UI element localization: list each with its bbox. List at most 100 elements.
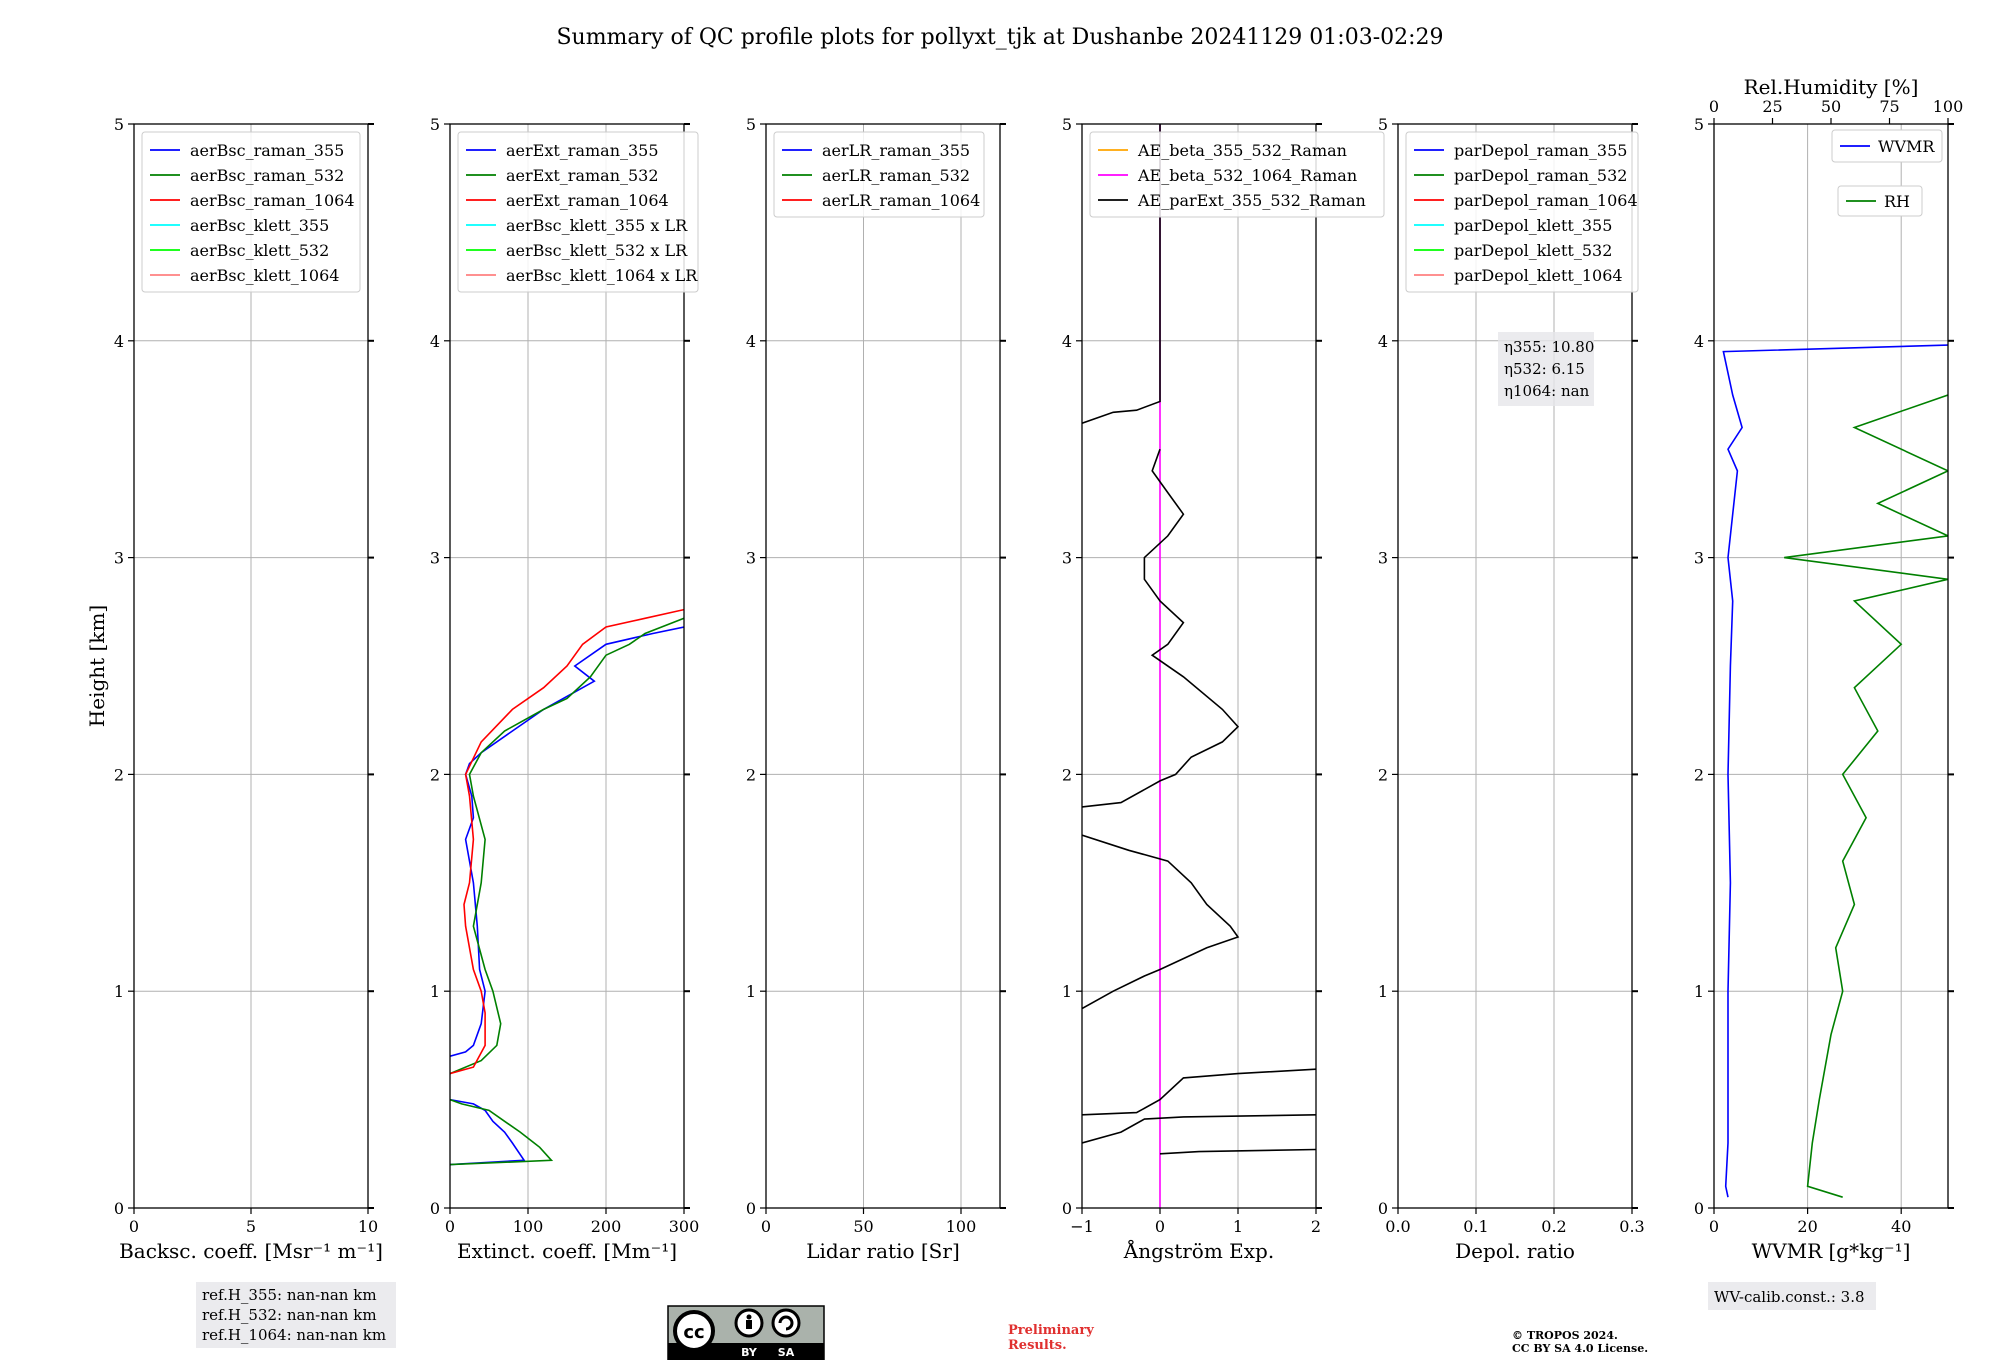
x-tick-label: 10: [358, 1217, 378, 1236]
legend-entry-aerBsc_raman_532: aerBsc_raman_532: [190, 166, 344, 185]
wv-calib-text: WV-calib.const.: 3.8: [1714, 1288, 1865, 1306]
series-line-aerExt_raman_1064: [450, 608, 684, 1075]
legend-entry-aerBsc_klett_1064: aerBsc_klett_1064: [190, 266, 339, 285]
legend-entry-parDepol_klett_1064: parDepol_klett_1064: [1454, 266, 1623, 285]
legend: aerBsc_raman_355 aerBsc_raman_532 aerBsc_r…: [141, 131, 361, 293]
eta-line: η1064: nan: [1504, 382, 1590, 400]
ref-height-1064: ref.H_1064: nan-nan km: [202, 1326, 386, 1344]
panel-lidar_ratio: 0 50 100 0 1 2 3 4 5 Lidar ratio [Sr] aerLR_raman_…: [746, 115, 1006, 1263]
y-tick-label: 0: [1062, 1199, 1072, 1218]
legend-box: [1089, 131, 1385, 218]
wv-calib-box: WV-calib.const.: 3.8: [1708, 1282, 1876, 1310]
legend-entry-aerBsc_klett_355: aerBsc_klett_355: [190, 216, 329, 235]
legend-entry-aerLR_raman_1064: aerLR_raman_1064: [822, 191, 980, 210]
y-tick-label: 3: [1378, 549, 1388, 568]
x-axis-label: Depol. ratio: [1455, 1239, 1575, 1263]
ref-height-box: ref.H_355: nan-nan km ref.H_532: nan-nan…: [196, 1282, 396, 1348]
series-line-AE_parExt_355_532_Raman: [1082, 834, 1240, 1010]
legend-entry-aerLR_raman_355: aerLR_raman_355: [822, 141, 970, 160]
legend-entry-aerExt_raman_355: aerExt_raman_355: [506, 141, 659, 160]
x-tick-label: 0.2: [1541, 1217, 1566, 1236]
series-line-RH: [1784, 394, 1948, 1198]
legend-entry-parDepol_klett_355: parDepol_klett_355: [1454, 216, 1612, 235]
y-tick-label: 4: [1062, 332, 1072, 351]
y-tick-label: 4: [746, 332, 756, 351]
y-tick-label: 3: [430, 549, 440, 568]
y-tick-label: 2: [1694, 765, 1704, 784]
eta-line: η355: 10.80: [1504, 338, 1594, 356]
series-line-AE_parExt_355_532_Raman: [1159, 1148, 1316, 1155]
y-tick-label: 0: [114, 1199, 124, 1218]
y-tick-label: 2: [746, 765, 756, 784]
panel-extinction: 0 100 200 300 0 1 2 3 4 5 Extinct. coeff. [Mm⁻¹] ae…: [430, 115, 699, 1263]
eta-box-bg: [1498, 332, 1594, 406]
x-tick-label: 200: [591, 1217, 622, 1236]
legend-entry-RH: RH: [1884, 192, 1910, 211]
series-line-WVMR: [1722, 344, 1948, 1198]
y-tick-label: 2: [1378, 765, 1388, 784]
y-tick-label: 3: [1694, 549, 1704, 568]
y-tick-label: 5: [1694, 115, 1704, 134]
y-tick-label: 1: [430, 982, 440, 1001]
x-tick-label: 0.1: [1463, 1217, 1488, 1236]
x-axis-label: Lidar ratio [Sr]: [806, 1239, 960, 1263]
series-line-AE_parExt_355_532_Raman: [1082, 448, 1240, 808]
y-tick-label: 2: [1062, 765, 1072, 784]
x-tick-label: 100: [513, 1217, 544, 1236]
legend: aerLR_raman_355 aerLR_raman_532 aerLR_rama…: [773, 131, 985, 218]
x2-axis-label: Rel.Humidity [%]: [1744, 75, 1919, 99]
y-tick-label: 3: [114, 549, 124, 568]
y-tick-label: 4: [114, 332, 124, 351]
legend-entry-parDepol_raman_355: parDepol_raman_355: [1454, 141, 1627, 160]
plot-frame: [765, 123, 1001, 1209]
y-tick-label: 3: [746, 549, 756, 568]
y-tick-label: 0: [746, 1199, 756, 1218]
legend-secondary: RH: [1837, 185, 1923, 217]
y-tick-label: 1: [1694, 982, 1704, 1001]
legend-entry-parDepol_raman_1064: parDepol_raman_1064: [1454, 191, 1638, 210]
x-tick-label: 0: [445, 1217, 455, 1236]
series-line-aerExt_raman_355: [450, 1098, 526, 1166]
series-group: [1082, 124, 1316, 1208]
plot-frame: [1081, 123, 1317, 1209]
legend-entry-aerBsc_raman_1064: aerBsc_raman_1064: [190, 191, 355, 210]
legend-entry-aerLR_raman_532: aerLR_raman_532: [822, 166, 970, 185]
x2-tick-label: 100: [1933, 97, 1964, 116]
legend-entry-parDepol_klett_532: parDepol_klett_532: [1454, 241, 1612, 260]
x-tick-label: 1: [1233, 1217, 1243, 1236]
preliminary-line-1: Preliminary: [1008, 1323, 1094, 1338]
copyright-line-1: © TROPOS 2024.: [1512, 1329, 1618, 1342]
series-group: [1722, 344, 1948, 1198]
legend: aerExt_raman_355 aerExt_raman_532 aerExt_r…: [457, 131, 699, 293]
legend-box: [1837, 185, 1923, 217]
eta-box: η355: 10.80 η532: 6.15 η1064: nan: [1498, 332, 1594, 406]
x-tick-label: 2: [1311, 1217, 1321, 1236]
series-line-AE_parExt_355_532_Raman: [1082, 1068, 1316, 1116]
legend-entry-aerBsc_klett_355 x LR: aerBsc_klett_355 x LR: [506, 216, 688, 235]
legend-entry-aerExt_raman_1064: aerExt_raman_1064: [506, 191, 669, 210]
y-tick-label: 1: [1378, 982, 1388, 1001]
panel-water_vapor: 0 20 40 0 1 2 3 4 5 WVMR [g*kg⁻¹] 0 25 50 75 100 Rel.Hu…: [1694, 75, 1963, 1263]
by-icon-body: [746, 1320, 752, 1329]
x-tick-label: 40: [1891, 1217, 1911, 1236]
legend-entry-WVMR: WVMR: [1878, 137, 1935, 156]
plot-frame: [1713, 123, 1949, 1209]
y-axis-label: Height [km]: [85, 605, 109, 727]
legend-entry-aerExt_raman_532: aerExt_raman_532: [506, 166, 659, 185]
series-line-aerExt_raman_532: [450, 617, 684, 1075]
legend-entry-AE_beta_532_1064_Raman: AE_beta_532_1064_Raman: [1137, 166, 1357, 185]
by-icon-head: [746, 1314, 752, 1320]
sa-icon: [771, 1308, 801, 1338]
legend-box: [773, 131, 985, 218]
y-tick-label: 4: [1378, 332, 1388, 351]
x-tick-label: −1: [1070, 1217, 1094, 1236]
y-tick-label: 4: [1694, 332, 1704, 351]
x-tick-label: 0: [1155, 1217, 1165, 1236]
legend-box: [1405, 131, 1639, 293]
x-tick-label: 0.3: [1619, 1217, 1644, 1236]
series-line-aerExt_raman_532: [450, 1098, 554, 1166]
legend-entry-aerBsc_klett_532: aerBsc_klett_532: [190, 241, 329, 260]
by-label: BY: [741, 1346, 758, 1359]
y-tick-label: 5: [430, 115, 440, 134]
